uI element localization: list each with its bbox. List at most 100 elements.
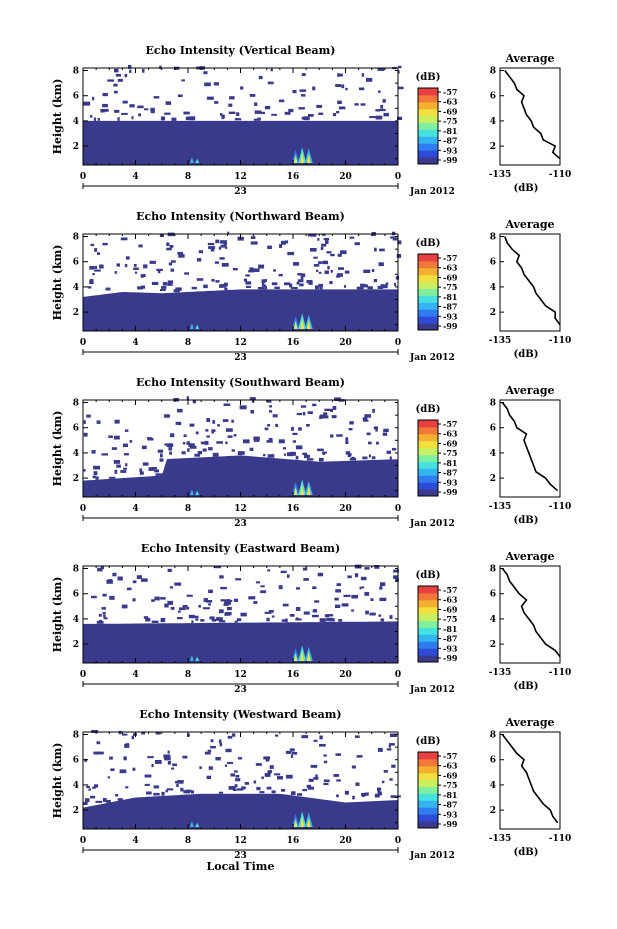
- echo-cell: [313, 739, 318, 742]
- echo-cell: [239, 405, 247, 410]
- echo-cell: [377, 285, 384, 289]
- average-y-tick-label: 8: [490, 399, 496, 409]
- echo-cell: [253, 601, 258, 604]
- echo-cell: [141, 285, 146, 289]
- echo-cell: [216, 441, 223, 444]
- echo-cell: [277, 776, 283, 780]
- echo-cell: [225, 441, 228, 445]
- echo-cell: [344, 790, 349, 795]
- echo-region: [83, 455, 398, 497]
- echo-cell: [397, 116, 403, 120]
- x-tick-label: 12: [234, 338, 247, 348]
- echo-cell: [115, 794, 119, 797]
- echo-cell: [225, 748, 232, 753]
- echo-cell: [217, 424, 221, 427]
- average-x-tick-label: -110: [549, 668, 572, 678]
- echo-cell: [318, 112, 324, 115]
- echo-cell: [232, 788, 237, 791]
- echo-cell: [246, 285, 251, 288]
- echo-cell: [83, 101, 91, 106]
- x-tick-label: 20: [339, 338, 352, 348]
- echo-cell: [236, 788, 244, 791]
- echo-cell: [211, 618, 217, 622]
- echo-cell: [139, 468, 143, 473]
- colorbar-segment: [418, 454, 438, 462]
- y-tick-label: 6: [73, 756, 79, 766]
- colorbar-segment: [418, 260, 438, 269]
- echo-cell: [117, 576, 123, 581]
- echo-cell: [160, 597, 166, 600]
- colorbar-frame: [417, 87, 439, 165]
- colorbar-segment: [418, 814, 438, 822]
- echo-cell: [161, 286, 167, 289]
- echo-cell: [231, 449, 235, 452]
- y-axis-label: Height (km): [51, 743, 64, 819]
- echo-cell: [208, 603, 211, 606]
- colorbar-tick-label: -87: [443, 136, 457, 146]
- echo-cell: [362, 456, 368, 460]
- average-y-tick-label: 6: [490, 258, 496, 268]
- echo-cell: [365, 610, 369, 615]
- echo-cell: [301, 735, 309, 739]
- echo-cell: [159, 458, 164, 462]
- echo-cell: [266, 617, 270, 622]
- average-y-tick-label: 8: [490, 233, 496, 243]
- bright-echo-core: [189, 323, 194, 329]
- echo-cell: [289, 748, 295, 752]
- echo-cell: [133, 267, 139, 270]
- echo-cell: [315, 285, 320, 290]
- average-x-tick-label: -110: [549, 336, 572, 346]
- echo-cell: [182, 442, 186, 445]
- colorbar-segment: [418, 648, 438, 656]
- echo-cell: [116, 263, 120, 267]
- echo-cell: [254, 110, 262, 114]
- echo-cell: [381, 780, 385, 784]
- echo-cell: [90, 243, 95, 247]
- echo-cell: [101, 453, 109, 456]
- echo-cell: [219, 284, 223, 288]
- x-tick-label: 20: [339, 172, 352, 182]
- echo-cell: [288, 108, 294, 113]
- echo-cell: [219, 742, 223, 747]
- echo-cell: [390, 795, 396, 798]
- y-tick-label: 2: [73, 806, 79, 816]
- y-tick-label: 8: [73, 731, 79, 741]
- average-profile-line: [501, 734, 559, 824]
- echo-cell: [216, 617, 223, 621]
- echo-cell: [224, 612, 230, 616]
- echo-cell: [120, 470, 127, 473]
- echo-cell: [124, 744, 130, 748]
- echo-cell: [370, 598, 374, 601]
- echo-cell: [144, 108, 149, 111]
- echo-cell: [284, 453, 286, 456]
- colorbar-segment: [418, 489, 438, 497]
- echo-cell: [101, 607, 106, 610]
- y-tick-label: 2: [73, 640, 79, 650]
- echo-cell: [170, 606, 175, 610]
- echo-region: [83, 621, 398, 663]
- echo-cell: [317, 572, 324, 577]
- colorbar-segment: [418, 772, 438, 781]
- echo-cell: [165, 789, 168, 793]
- echo-cell: [253, 439, 260, 442]
- echo-cell: [122, 733, 128, 736]
- echo-cell: [295, 455, 299, 460]
- average-y-tick-label: 8: [490, 731, 496, 741]
- echo-cell: [245, 274, 250, 277]
- colorbar-tick-label: -99: [443, 155, 458, 165]
- echo-cell: [87, 286, 92, 289]
- echo-cell: [327, 265, 330, 270]
- average-frame: [499, 233, 561, 332]
- echo-cell: [166, 247, 172, 251]
- echo-cell: [377, 789, 381, 793]
- echo-cell: [319, 735, 323, 740]
- echo-cell: [142, 69, 145, 73]
- echo-cell: [223, 282, 228, 287]
- echo-cell: [351, 765, 356, 769]
- echo-cell: [328, 618, 335, 622]
- panel-title: Echo Intensity (Northward Beam): [136, 210, 345, 223]
- echo-cell: [221, 114, 225, 119]
- echo-cell: [280, 240, 286, 245]
- echo-cell: [366, 432, 371, 436]
- colorbar-segment: [418, 420, 438, 428]
